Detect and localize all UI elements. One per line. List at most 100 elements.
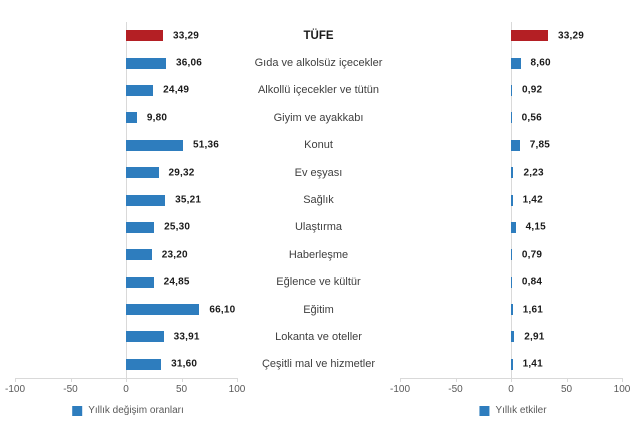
chart-row: 24,49 Alkollü içecekler ve tütün 0,92 <box>0 77 640 104</box>
bar-annual-effect <box>511 57 521 69</box>
value-label-annual-change: 36,06 <box>176 57 203 69</box>
value-label-annual-effect: 0,92 <box>522 84 543 96</box>
category-label: Çeşitli mal ve hizmetler <box>261 358 376 371</box>
chart-row: 24,85 Eğlence ve kültür 0,84 <box>0 269 640 296</box>
value-label-annual-change: 33,29 <box>172 30 199 42</box>
right-axis-tick <box>622 378 623 382</box>
value-label-annual-change: 31,60 <box>171 358 198 370</box>
category-label: Ev eşyası <box>294 166 343 179</box>
chart-row: 66,10 Eğitim 1,61 <box>0 296 640 323</box>
category-label: Alkollü içecekler ve tütün <box>257 84 380 97</box>
legend-label-annual-effects: Yıllık etkiler <box>495 405 547 416</box>
bar-annual-effect <box>511 139 520 151</box>
bar-annual-effect <box>511 194 513 206</box>
value-label-annual-effect: 2,23 <box>523 167 544 179</box>
value-label-annual-effect: 2,91 <box>524 331 545 343</box>
value-label-annual-effect: 8,60 <box>530 57 551 69</box>
value-label-annual-effect: 1,61 <box>522 304 544 316</box>
bar-annual-change <box>126 30 163 42</box>
bar-annual-effect <box>511 112 512 124</box>
value-label-annual-effect: 0,56 <box>521 112 542 124</box>
value-label-annual-change: 25,30 <box>164 221 191 233</box>
bar-annual-change <box>126 167 159 179</box>
value-label-annual-effect: 1,42 <box>522 194 543 206</box>
bar-annual-change <box>126 112 137 124</box>
bar-annual-change <box>126 358 162 370</box>
bar-annual-change <box>126 221 155 233</box>
category-label: Eğlence ve kültür <box>276 276 361 289</box>
bar-annual-change <box>126 139 183 151</box>
value-label-annual-change: 29,32 <box>168 167 195 179</box>
category-label: Lokanta ve oteller <box>275 330 362 343</box>
bar-annual-effect <box>511 249 512 261</box>
bar-annual-effect <box>511 221 516 233</box>
value-label-annual-effect: 4,15 <box>525 221 546 233</box>
left-axis-tick <box>70 378 72 382</box>
right-axis-tick-label: 0 <box>508 384 514 395</box>
value-label-annual-change: 51,36 <box>193 139 220 151</box>
bar-annual-change <box>126 304 200 316</box>
bar-annual-effect <box>511 331 515 343</box>
right-axis-tick <box>400 378 401 382</box>
legend-label-annual-change: Yıllık değişim oranları <box>88 405 184 416</box>
chart-row: 25,30 Ulaştırma 4,15 <box>0 214 640 241</box>
left-axis-tick-label: 100 <box>228 384 246 395</box>
bar-annual-change <box>126 331 164 343</box>
chart-row: 36,06 Gıda ve alkolsüz içecekler 8,60 <box>0 49 640 76</box>
left-axis-tick <box>237 378 238 382</box>
left-axis-tick-label: 0 <box>123 384 129 395</box>
legend-annual-change: Yıllık değişim oranları <box>72 405 184 416</box>
bar-annual-change <box>126 194 166 206</box>
chart-rows: 33,29 TÜFE 33,29 36,06 Gıda ve alkolsüz … <box>0 22 640 378</box>
category-label: Gıda ve alkolsüz içecekler <box>254 57 383 70</box>
value-label-annual-change: 24,49 <box>163 84 190 96</box>
category-label: Eğitim <box>303 303 334 316</box>
right-axis-tick-label: -100 <box>389 384 411 395</box>
bar-annual-change <box>126 276 154 288</box>
legend-swatch-annual-change <box>72 405 83 416</box>
value-label-annual-effect: 0,84 <box>521 276 543 288</box>
category-label: TÜFE <box>303 29 334 42</box>
bar-annual-effect <box>511 167 514 179</box>
value-label-annual-effect: 33,29 <box>557 30 584 42</box>
value-label-annual-change: 24,85 <box>163 276 190 288</box>
value-label-annual-effect: 1,41 <box>522 358 543 370</box>
chart-row: 29,32 Ev eşyası 2,23 <box>0 159 640 186</box>
category-label: Giyim ve ayakkabı <box>273 111 364 124</box>
chart-row: 33,91 Lokanta ve oteller 2,91 <box>0 323 640 350</box>
value-label-annual-change: 66,10 <box>209 304 236 316</box>
chart-row: 23,20 Haberleşme 0,79 <box>0 241 640 268</box>
value-label-annual-effect: 7,85 <box>529 139 550 151</box>
value-label-annual-change: 23,20 <box>161 249 188 261</box>
category-label: Konut <box>304 139 333 152</box>
category-label: Ulaştırma <box>294 221 343 234</box>
bar-annual-effect <box>511 304 513 316</box>
bar-annual-effect <box>511 276 512 288</box>
chart-row: 9,80 Giyim ve ayakkabı 0,56 <box>0 104 640 131</box>
bar-annual-change <box>126 249 152 261</box>
right-axis-tick <box>511 378 512 382</box>
bar-annual-effect <box>511 30 548 42</box>
right-axis-tick <box>455 378 457 382</box>
value-label-annual-change: 9,80 <box>146 112 168 124</box>
left-axis-tick <box>181 378 183 382</box>
bar-annual-effect <box>511 358 513 370</box>
value-label-annual-change: 35,21 <box>175 194 202 206</box>
chart-row: 35,21 Sağlık 1,42 <box>0 186 640 213</box>
legend-swatch-annual-effects <box>479 405 490 416</box>
right-axis-tick <box>566 378 568 382</box>
left-axis-tick-label: -100 <box>4 384 26 395</box>
value-label-annual-effect: 0,79 <box>521 249 543 261</box>
chart-row: 31,60 Çeşitli mal ve hizmetler 1,41 <box>0 351 640 378</box>
category-label: Haberleşme <box>288 248 349 261</box>
right-axis-tick-label: -50 <box>448 384 463 395</box>
legend-annual-effects: Yıllık etkiler <box>479 405 547 416</box>
chart-row: 33,29 TÜFE 33,29 <box>0 22 640 49</box>
bar-annual-effect <box>511 84 513 96</box>
left-axis-tick-label: 50 <box>175 384 188 395</box>
chart-row: 51,36 Konut 7,85 <box>0 132 640 159</box>
left-axis-tick <box>126 378 127 382</box>
value-label-annual-change: 33,91 <box>173 331 200 343</box>
bar-annual-change <box>126 57 167 69</box>
